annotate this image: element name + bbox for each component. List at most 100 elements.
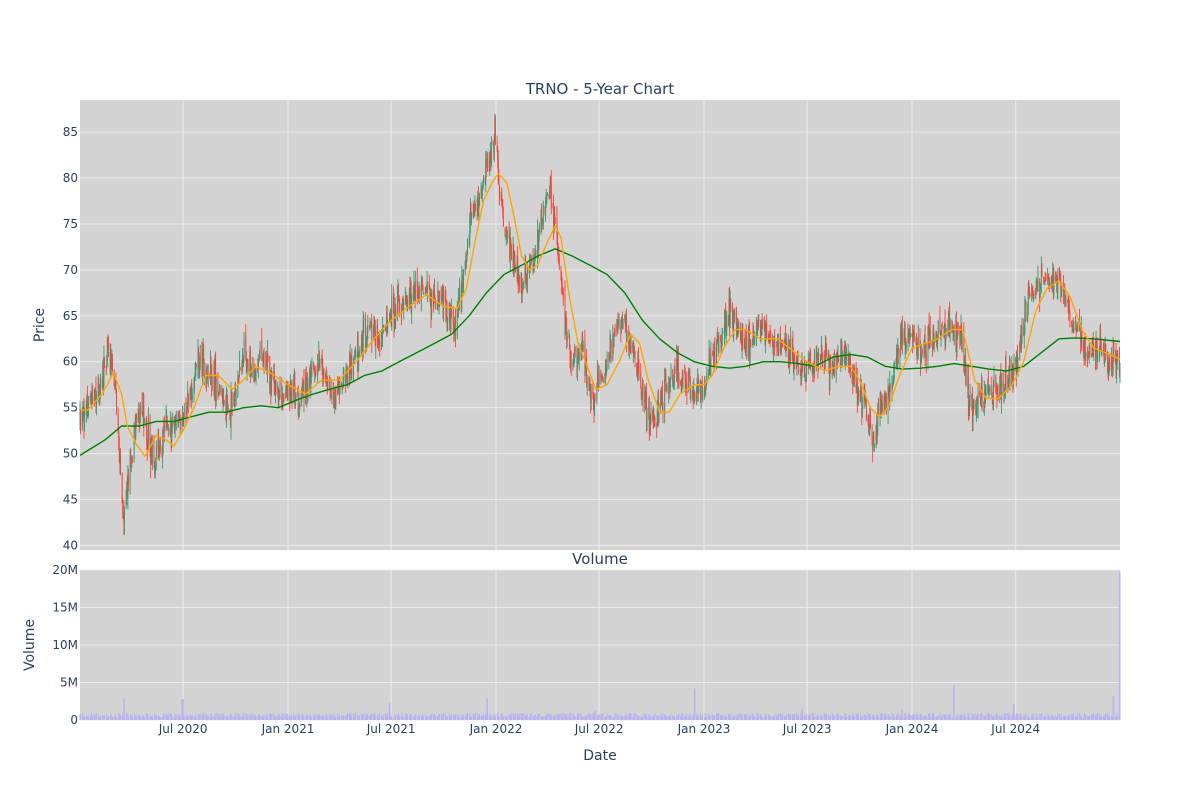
candlestick-body: [273, 371, 275, 394]
volume-bar: [620, 715, 622, 720]
volume-bar: [446, 715, 448, 720]
candlestick-body: [120, 456, 121, 475]
volume-bar: [865, 714, 867, 720]
candlestick-body: [705, 382, 707, 389]
volume-bar: [1047, 713, 1049, 720]
candlestick-body: [314, 373, 316, 377]
candlestick-body: [110, 353, 112, 367]
volume-bar: [725, 716, 727, 720]
candlestick-body: [98, 383, 100, 393]
volume-bar: [1033, 717, 1035, 720]
volume-bar: [935, 717, 937, 720]
volume-bar: [549, 716, 551, 720]
candlestick-body: [313, 369, 315, 373]
candlestick-body: [1001, 381, 1003, 383]
candlestick-body: [669, 381, 671, 393]
candlestick-body: [947, 326, 949, 332]
candlestick-body: [259, 343, 261, 354]
volume-bar: [661, 717, 663, 720]
volume-bar: [1112, 696, 1114, 720]
candlestick-body: [725, 308, 727, 331]
volume-bar: [514, 714, 516, 720]
volume-bar: [652, 716, 654, 720]
candlestick-body: [201, 353, 203, 377]
candlestick-body: [267, 358, 269, 360]
volume-bar: [322, 715, 324, 720]
volume-bar: [406, 713, 408, 720]
volume-bar: [857, 714, 859, 720]
candlestick-body: [186, 411, 188, 414]
volume-bar: [915, 714, 917, 720]
candlestick-body: [1012, 374, 1014, 385]
candlestick-body: [1100, 340, 1102, 352]
volume-bar: [757, 717, 759, 720]
volume-bar: [534, 717, 536, 720]
volume-bar: [167, 714, 169, 720]
volume-bar: [750, 715, 752, 720]
volume-bar: [416, 716, 418, 720]
candlestick-body: [682, 373, 684, 388]
candlestick-body: [796, 357, 798, 367]
candlestick-body: [1060, 289, 1062, 292]
volume-bar: [933, 713, 935, 720]
candlestick-body: [255, 368, 257, 378]
candlestick-body: [812, 364, 814, 372]
volume-bar: [242, 713, 244, 720]
candlestick-body: [716, 339, 718, 344]
candlestick-body: [753, 335, 755, 343]
volume-bar: [900, 715, 902, 720]
volume-bar: [737, 714, 739, 720]
volume-bar: [1008, 713, 1010, 720]
volume-bar: [529, 716, 531, 720]
volume-bar: [573, 714, 575, 720]
volume-bar: [385, 713, 387, 720]
volume-bar: [645, 714, 647, 720]
candlestick-body: [812, 366, 814, 375]
volume-bar: [694, 688, 696, 720]
candlestick-body: [353, 362, 354, 375]
candlestick-body: [219, 386, 221, 393]
candlestick-body: [848, 364, 850, 371]
volume-bar: [784, 716, 786, 720]
volume-bar: [722, 715, 724, 720]
candlestick-body: [318, 352, 320, 369]
volume-bar: [363, 714, 365, 720]
volume-bar: [167, 715, 169, 720]
candlestick-body: [1071, 322, 1073, 327]
volume-bar: [162, 716, 164, 720]
candlestick-body: [686, 383, 688, 394]
volume-bar: [859, 717, 861, 720]
volume-bar: [427, 716, 429, 720]
volume-bar: [821, 715, 823, 720]
volume-bar: [953, 685, 955, 720]
volume-bar: [917, 714, 919, 720]
volume-bar: [154, 713, 156, 720]
candlestick-body: [305, 370, 307, 405]
candlestick-body: [394, 308, 396, 318]
candlestick-body: [684, 371, 686, 374]
volume-bar: [973, 715, 975, 720]
volume-bar: [1015, 715, 1017, 720]
candlestick-body: [149, 418, 151, 452]
volume-bar: [562, 712, 564, 720]
volume-bar: [1011, 715, 1013, 720]
volume-bar: [1048, 715, 1050, 720]
volume-bar: [602, 716, 604, 720]
volume-bar: [429, 717, 431, 720]
volume-bar: [489, 713, 491, 720]
volume-bar: [773, 715, 775, 720]
candlestick-body: [883, 397, 885, 413]
candlestick-body: [586, 385, 588, 387]
candlestick-body: [241, 355, 243, 370]
volume-bar: [309, 715, 311, 720]
candlestick-body: [892, 379, 894, 384]
candlestick-body: [473, 206, 475, 214]
candlestick-body: [349, 355, 351, 376]
candlestick-body: [233, 396, 235, 407]
candlestick-body: [158, 448, 160, 458]
volume-bar: [253, 716, 255, 720]
volume-bar: [983, 715, 985, 720]
candlestick-body: [485, 158, 487, 166]
candlestick-body: [582, 344, 584, 351]
candlestick-body: [82, 405, 84, 410]
